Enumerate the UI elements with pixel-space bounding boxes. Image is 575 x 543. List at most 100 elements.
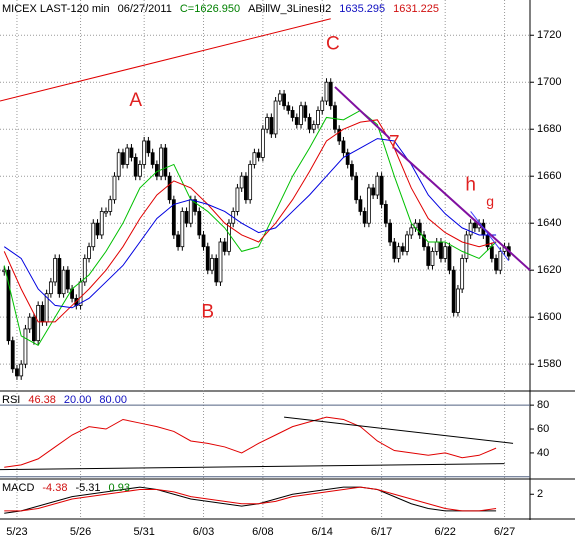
candle [422,234,426,248]
y-tick-label: 1680 [537,123,561,135]
candle [260,128,265,158]
x-tick-label: 6/17 [371,526,392,538]
candle [286,105,291,111]
candle [252,152,257,165]
candle [311,124,316,130]
candle [341,140,346,154]
legend-value: -4.38 [42,482,67,494]
candle [32,316,36,342]
y-tick-label: 1640 [537,217,561,229]
indicator-line [4,486,497,512]
legend-value: 0.93 [109,482,130,494]
y-tick-label: 1660 [537,170,561,182]
indicator-line [4,486,497,514]
candle [451,269,456,313]
trend-line [470,211,510,262]
candle [23,328,28,365]
candle [383,203,388,224]
annotation: g [486,193,494,209]
candle [350,164,354,177]
candle [78,281,83,306]
candle [400,246,405,252]
candle [180,211,185,248]
candle [362,211,367,224]
candle [205,246,210,271]
annotation: A [129,90,142,111]
candle [218,241,223,283]
candle [337,128,342,142]
x-tick-label: 6/08 [252,526,273,538]
x-tick-label: 5/26 [70,526,91,538]
candle [379,175,384,205]
y-tick-label: 1580 [537,358,561,370]
candle [48,281,53,295]
candle [87,246,91,259]
y-tick-label: 1700 [537,76,561,88]
candle [307,117,312,130]
legend-value: -5.31 [75,482,100,494]
x-tick-label: 5/31 [133,526,154,538]
header-text: 06/27/2011 [118,3,172,15]
candle [82,258,87,283]
candle [269,117,274,135]
trend-line [334,86,391,140]
candle [333,105,337,130]
candle [366,187,371,224]
candle [171,199,176,236]
candle [57,258,62,295]
candle [133,157,138,177]
header-text: MICEX LAST-120 min [2,3,110,15]
candle [108,199,113,212]
candle [222,241,227,252]
candle [277,93,282,102]
candle [129,147,134,158]
candle [371,187,376,196]
candle [430,250,435,266]
candle [320,100,325,111]
candle [10,340,15,370]
candle [201,234,206,248]
candle [188,199,193,224]
candle [27,316,32,330]
candle [210,258,214,271]
indicator-line [4,416,497,468]
candle [409,227,414,236]
annotation: B [201,301,214,322]
candle [227,222,231,252]
candle [464,234,469,259]
candle [99,211,104,236]
trend-line [0,18,331,102]
candle [460,258,465,290]
candle [235,187,240,212]
trend-line [0,463,505,471]
candle [345,152,350,165]
candle [456,288,460,313]
candle [248,164,253,201]
candle [239,175,244,189]
candle [138,164,142,177]
candle [91,222,96,248]
candle [53,258,58,283]
candle [121,152,125,165]
moving-average [3,138,497,309]
candle [282,93,286,107]
candle [498,250,503,271]
candle [154,164,159,177]
y-tick-label: 80 [537,399,549,411]
legend-value: 80.00 [99,394,127,406]
candle [489,246,494,259]
candle [61,269,66,295]
candle [104,211,108,214]
candle [112,175,117,201]
candle [426,246,431,266]
candle [116,152,121,177]
candle [447,246,452,271]
panel-title: MACD [2,482,34,494]
candle [142,140,147,165]
x-tick-label: 5/23 [6,526,27,538]
panel-title: RSI [2,394,20,406]
candle [197,211,202,236]
candle [316,110,320,125]
